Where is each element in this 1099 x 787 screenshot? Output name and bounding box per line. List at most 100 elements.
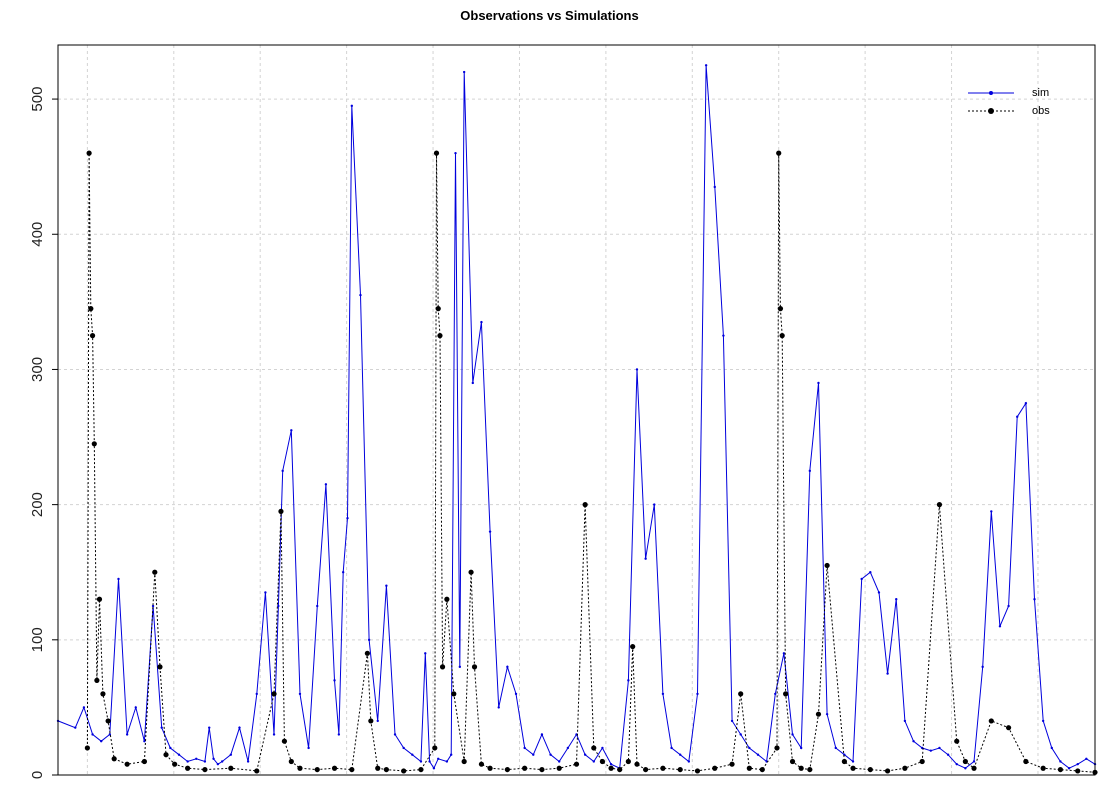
- data-point-sim: [402, 746, 405, 750]
- data-point-sim: [1024, 402, 1028, 405]
- y-tick-label: 300: [29, 357, 46, 382]
- data-point-sim: [143, 740, 146, 743]
- data-point-obs: [86, 150, 92, 156]
- data-point-obs: [1040, 765, 1046, 771]
- axis-layer: 0 100 200 300 400 500: [29, 44, 1096, 779]
- data-point-sim: [730, 719, 734, 723]
- data-point-sim: [497, 706, 500, 709]
- data-point-sim: [851, 760, 855, 763]
- data-point-sim: [411, 753, 414, 756]
- data-point-sim: [756, 753, 760, 756]
- data-point-sim: [679, 753, 682, 756]
- data-point-obs: [776, 150, 782, 156]
- data-point-sim: [808, 469, 812, 473]
- data-point-obs: [157, 664, 163, 670]
- data-point-obs: [288, 758, 294, 765]
- data-point-obs: [971, 765, 977, 771]
- data-point-sim: [929, 749, 933, 752]
- data-point-sim: [696, 692, 699, 696]
- data-point-obs: [439, 664, 446, 670]
- data-point-obs: [152, 569, 158, 575]
- data-point-obs: [437, 333, 443, 339]
- data-point-sim: [713, 185, 716, 189]
- data-point-obs: [349, 766, 355, 773]
- data-point-sim: [337, 733, 341, 736]
- legend-swatch-sim: [968, 91, 1014, 95]
- data-point-sim: [609, 762, 613, 766]
- data-point-obs: [660, 765, 666, 771]
- data-point-sim: [972, 760, 976, 763]
- data-point-sim: [449, 753, 453, 756]
- data-point-sim: [704, 64, 708, 67]
- data-point-sim: [1007, 604, 1010, 608]
- data-point-sim: [186, 760, 189, 763]
- grid-layer: [58, 45, 1095, 776]
- chart-title: Observations vs Simulations: [460, 8, 639, 23]
- data-point-sim: [739, 733, 742, 736]
- data-point-obs: [89, 333, 96, 339]
- data-point-obs: [444, 596, 450, 602]
- data-point-sim: [523, 746, 526, 750]
- legend-label-sim: sim: [1032, 87, 1050, 99]
- data-point-sim: [437, 757, 440, 760]
- data-point-obs: [451, 691, 457, 697]
- data-point-obs: [962, 758, 968, 765]
- legend: sim obs: [966, 84, 1050, 120]
- data-point-sim: [108, 733, 112, 736]
- legend-label-obs: obs: [1032, 105, 1050, 117]
- data-point-obs: [364, 650, 370, 656]
- data-point-sim: [1067, 767, 1071, 770]
- data-point-obs: [375, 765, 381, 771]
- data-point-sim: [661, 692, 665, 696]
- data-point-obs: [850, 765, 856, 771]
- data-point-obs: [582, 502, 588, 508]
- data-point-sim: [644, 557, 647, 560]
- y-tick-label: 400: [29, 222, 46, 247]
- data-point-obs: [643, 766, 649, 773]
- data-point-obs: [1075, 768, 1081, 774]
- data-point-obs: [435, 306, 441, 312]
- data-point-sim: [203, 760, 207, 763]
- data-point-obs: [124, 761, 130, 767]
- data-point-obs: [163, 752, 169, 758]
- data-point-sim: [212, 757, 215, 760]
- series-line-sim: [57, 65, 1096, 770]
- data-point-sim: [687, 760, 691, 763]
- y-tick-label: 500: [29, 87, 46, 112]
- data-point-obs: [281, 738, 288, 744]
- data-point-sim: [151, 604, 155, 608]
- data-point-sim: [834, 746, 837, 750]
- data-point-sim: [532, 753, 535, 756]
- data-point-obs: [573, 761, 580, 767]
- data-point-sim: [774, 692, 777, 696]
- data-point-sim: [1076, 762, 1079, 766]
- data-point-sim: [748, 746, 751, 750]
- y-tick-label: 200: [29, 492, 46, 517]
- data-point-obs: [297, 765, 303, 771]
- data-point-sim: [428, 760, 431, 763]
- data-point-obs: [172, 761, 178, 767]
- data-point-sim: [100, 740, 103, 743]
- data-point-sim: [782, 652, 786, 655]
- data-point-sim: [229, 753, 233, 756]
- data-point-sim: [74, 726, 77, 729]
- data-point-sim: [566, 746, 570, 750]
- data-point-sim: [480, 320, 483, 324]
- data-point-sim: [592, 760, 595, 763]
- data-point-sim: [955, 762, 958, 766]
- data-point-sim: [886, 672, 889, 675]
- data-point-sim: [419, 760, 423, 763]
- data-point-sim: [514, 692, 518, 696]
- data-point-sim: [359, 293, 362, 297]
- data-point-obs: [433, 150, 440, 156]
- data-point-sim: [860, 577, 863, 581]
- data-point-sim: [895, 598, 898, 601]
- data-point-obs: [841, 758, 847, 765]
- data-point-sim: [169, 746, 172, 750]
- series-line-obs: [86, 153, 1096, 773]
- data-point-sim: [290, 429, 293, 432]
- data-point-sim: [216, 762, 220, 766]
- data-point-obs: [504, 766, 510, 773]
- data-point-obs: [634, 761, 640, 767]
